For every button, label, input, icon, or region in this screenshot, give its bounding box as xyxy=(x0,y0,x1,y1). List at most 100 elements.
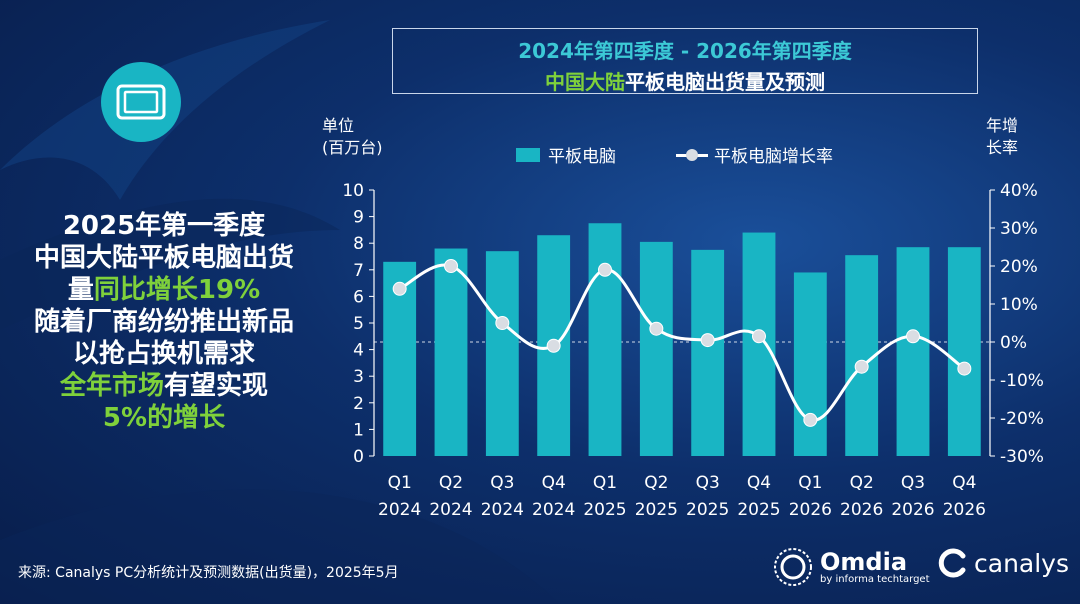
legend-bar-label: 平板电脑 xyxy=(548,147,616,167)
growth-point xyxy=(854,359,869,374)
summary-highlight: 同比增长19% xyxy=(93,275,261,305)
title-highlight: 中国大陆 xyxy=(545,70,625,94)
growth-point xyxy=(700,333,715,348)
legend-line-swatch xyxy=(676,148,708,162)
summary-line: 5%的增长 xyxy=(102,403,226,433)
x-tick-label: Q4 xyxy=(542,473,566,493)
bar xyxy=(434,248,468,456)
omdia-icon xyxy=(774,548,812,586)
summary-line: 随着厂商纷纷推出新品 xyxy=(33,307,294,337)
left-tick-label: 3 xyxy=(353,367,364,387)
left-tick-label: 1 xyxy=(353,420,364,440)
right-tick-label: -30% xyxy=(1000,447,1044,467)
right-tick-label: -10% xyxy=(1000,371,1044,391)
omdia-subtitle: by informa techtarget xyxy=(820,573,930,585)
right-tick-label: 40% xyxy=(1000,181,1038,201)
x-tick-label: 2025 xyxy=(583,500,626,520)
left-axis-unit: 单位 (百万台) xyxy=(322,115,383,159)
x-tick-label: Q4 xyxy=(747,473,771,493)
chart-legend: 平板电脑 平板电脑增长率 xyxy=(516,142,833,167)
growth-point xyxy=(392,281,407,296)
left-tick-label: 6 xyxy=(353,287,364,307)
growth-point xyxy=(546,338,561,353)
x-tick-label: 2025 xyxy=(635,500,678,520)
chart-title-line2: 中国大陆平板电脑出货量及预测 xyxy=(393,66,977,95)
x-tick-label: Q2 xyxy=(644,473,668,493)
legend-bar-swatch xyxy=(516,147,540,162)
canalys-icon xyxy=(938,548,966,578)
x-tick-label: 2024 xyxy=(481,500,524,520)
bar xyxy=(793,272,827,456)
right-tick-label: 0% xyxy=(1000,333,1027,353)
right-tick-label: -20% xyxy=(1000,409,1044,429)
bar xyxy=(588,223,622,456)
chart-title-box: 2024年第四季度 - 2026年第四季度 中国大陆平板电脑出货量及预测 xyxy=(392,28,978,94)
summary-text-part: 有望实现 xyxy=(164,371,269,401)
bar xyxy=(947,247,981,456)
canalys-logo: canalys xyxy=(938,548,1069,578)
right-tick-label: 20% xyxy=(1000,257,1038,277)
summary-highlight: 全年市场 xyxy=(59,371,164,401)
left-unit-line1: 单位 xyxy=(322,116,355,135)
growth-point xyxy=(495,316,510,330)
x-tick-label: 2026 xyxy=(840,500,883,520)
summary-line: 全年市场有望实现 xyxy=(14,370,314,402)
tablet-icon-badge xyxy=(101,62,181,142)
summary-line: 中国大陆平板电脑出货 xyxy=(33,243,294,273)
summary-line: 以抢占换机需求 xyxy=(72,339,255,369)
right-axis-unit: 年增 长率 xyxy=(986,115,1018,159)
growth-point xyxy=(752,329,766,344)
left-tick-label: 10 xyxy=(342,181,364,201)
omdia-wordmark: Omdia xyxy=(820,547,908,576)
x-tick-label: 2026 xyxy=(943,500,986,520)
x-tick-label: Q3 xyxy=(901,473,925,493)
tablet-icon xyxy=(116,84,166,120)
bar xyxy=(485,251,519,456)
x-tick-label: Q1 xyxy=(798,473,822,493)
bar xyxy=(691,249,725,456)
summary-line: 量同比增长19% xyxy=(14,274,314,306)
chart-title-line1: 2024年第四季度 - 2026年第四季度 xyxy=(518,39,852,63)
source-note: 来源: Canalys PC分析统计及预测数据(出货量)，2025年5月 xyxy=(18,565,399,581)
growth-point xyxy=(803,412,818,427)
x-tick-label: Q2 xyxy=(439,473,463,493)
left-tick-label: 9 xyxy=(353,208,364,228)
canalys-wordmark: canalys xyxy=(974,548,1069,578)
left-unit-line2: (百万台) xyxy=(322,138,383,157)
x-tick-label: 2026 xyxy=(789,500,832,520)
omdia-logo: Omdia by informa techtarget xyxy=(772,546,930,588)
bar xyxy=(742,232,776,456)
x-tick-label: 2024 xyxy=(532,500,575,520)
growth-point xyxy=(957,361,972,376)
x-tick-label: 2024 xyxy=(429,500,472,520)
left-tick-label: 4 xyxy=(353,341,364,361)
x-tick-label: Q1 xyxy=(388,473,412,493)
x-tick-label: Q3 xyxy=(490,473,514,493)
x-tick-label: 2026 xyxy=(891,500,934,520)
x-tick-label: 2024 xyxy=(378,500,421,520)
left-tick-label: 2 xyxy=(353,394,364,414)
x-tick-label: Q4 xyxy=(952,473,976,493)
left-tick-label: 7 xyxy=(353,261,364,281)
x-tick-label: 2025 xyxy=(686,500,729,520)
bar xyxy=(896,247,930,456)
legend-line-label: 平板电脑增长率 xyxy=(714,147,833,167)
growth-line xyxy=(398,263,966,422)
left-tick-label: 0 xyxy=(353,447,364,467)
right-tick-label: 30% xyxy=(1000,219,1038,239)
left-tick-label: 5 xyxy=(353,314,364,334)
x-tick-label: Q3 xyxy=(696,473,720,493)
summary-line: 2025年第一季度 xyxy=(62,211,266,241)
summary-text-part: 量 xyxy=(67,275,94,305)
title-rest: 平板电脑出货量及预测 xyxy=(625,70,825,94)
growth-point xyxy=(444,259,458,273)
x-tick-label: Q1 xyxy=(593,473,617,493)
growth-point xyxy=(906,329,920,344)
x-tick-label: 2025 xyxy=(737,500,780,520)
x-tick-label: Q2 xyxy=(850,473,874,493)
bar xyxy=(639,241,673,456)
right-unit-line1: 年增 xyxy=(986,116,1019,135)
summary-text: 2025年第一季度 中国大陆平板电脑出货 量同比增长19% 随着厂商纷纷推出新品… xyxy=(14,210,314,434)
right-tick-label: 10% xyxy=(1000,295,1038,315)
